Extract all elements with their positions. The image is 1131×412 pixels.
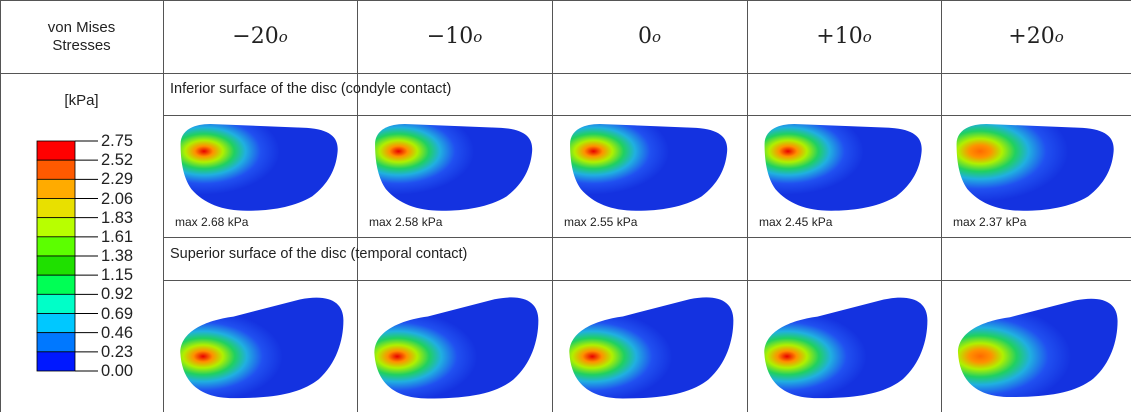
- color-band: [37, 275, 75, 294]
- max-stress-label: max 2.58 kPa: [369, 215, 442, 229]
- max-stress-label: max 2.55 kPa: [564, 215, 637, 229]
- max-stress-label: max 2.37 kPa: [953, 215, 1026, 229]
- angle-superscript: o: [863, 28, 872, 46]
- color-band: [37, 352, 75, 371]
- angle-value: +10: [816, 24, 862, 49]
- stress-map-image: [167, 117, 351, 227]
- section-title: Inferior surface of the disc (condyle co…: [170, 81, 451, 97]
- angle-value: −20: [232, 24, 278, 49]
- color-band: [37, 160, 75, 179]
- section-title: Superior surface of the disc (temporal c…: [170, 246, 467, 262]
- angle-value: −10: [427, 24, 473, 49]
- stress-map-image: [556, 282, 741, 410]
- legend-level: 2.75: [101, 133, 133, 149]
- stress-map-image: [751, 282, 935, 410]
- color-band: [37, 199, 75, 218]
- stress-map-image: [945, 117, 1125, 227]
- angle-superscript: o: [279, 28, 288, 46]
- row-border: [163, 115, 1131, 116]
- legend-level: 1.83: [101, 210, 133, 226]
- stress-map-image: [167, 282, 351, 410]
- legend-unit: [kPa]: [0, 92, 163, 109]
- color-band: [37, 294, 75, 313]
- stress-map-image: [945, 282, 1125, 410]
- angle-value: 0: [638, 24, 652, 49]
- color-band: [37, 218, 75, 237]
- row-border: [163, 280, 1131, 281]
- color-band: [37, 333, 75, 352]
- legend-level: 0.69: [101, 306, 133, 322]
- corner-header: von Mises Stresses: [0, 0, 163, 73]
- color-band: [37, 314, 75, 333]
- max-stress-label: max 2.68 kPa: [175, 215, 248, 229]
- legend-level: 1.15: [101, 267, 133, 283]
- stress-map-image: [361, 117, 546, 227]
- max-stress-label: max 2.45 kPa: [759, 215, 832, 229]
- figure-table: von Mises Stresses−20o−10o0o+10o+20o[kPa…: [0, 0, 1131, 412]
- legend-level: 0.46: [101, 325, 133, 341]
- color-band: [37, 256, 75, 275]
- legend-level: 0.00: [101, 363, 133, 379]
- stress-map-image: [751, 117, 935, 227]
- angle-value: +20: [1008, 24, 1054, 49]
- angle-superscript: o: [473, 28, 482, 46]
- stress-map-image: [361, 282, 546, 410]
- legend-level: 2.52: [101, 152, 133, 168]
- legend-level: 1.38: [101, 248, 133, 264]
- legend-level: 2.29: [101, 171, 133, 187]
- color-band: [37, 141, 75, 160]
- angle-superscript: o: [1055, 28, 1064, 46]
- legend-level: 2.06: [101, 191, 133, 207]
- color-band: [37, 179, 75, 198]
- row-border: [0, 73, 1131, 74]
- legend-level: 0.92: [101, 286, 133, 302]
- row-border: [163, 237, 1131, 238]
- legend-level: 1.61: [101, 229, 133, 245]
- stress-map-image: [556, 117, 741, 227]
- legend-level: 0.23: [101, 344, 133, 360]
- angle-superscript: o: [652, 28, 661, 46]
- color-band: [37, 237, 75, 256]
